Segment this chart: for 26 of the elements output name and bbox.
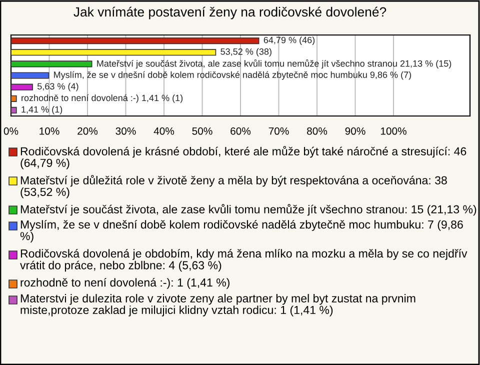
legend-label: Rodičovská dovolená je obdobím, kdy má žena mlíko na mozku a měla by se co nejdřív vrátit do práce, nebo zblbne: 4 (5,63 %) [20,249,468,272]
x-tick-label: 10% [40,127,60,135]
data-label: Mateřství je součást života, ale zase kvůli tomu nemůže jít všechno stranou 21,13 % (15) [97,59,452,69]
legend-label: Myslím, že se v dnešní době kolem rodičovské nadělá zbytečně moc humbuku: 7 (9,86 %) [20,220,463,242]
data-label: 5,63 % (4) [37,82,78,92]
chart-title: Jak vnímáte postavení ženy na rodičovské dovolené? [74,6,386,20]
data-label: rozhodně to není dovolená :-) 1,41 % (1) [22,94,183,103]
x-tick-label: 60% [230,127,251,135]
x-tick-label: 50% [192,127,212,135]
x-tick-label: 70% [268,127,289,135]
data-label: 64,79 % (46) [264,36,315,45]
legend-label: rozhodně to není dovolená :-): 1 (1,41 %) [20,278,230,289]
legend-label: Mateřství je součást života, ale zase kvůli tomu nemůže jít všechno stranou: 15 (21,13 %) [20,204,476,216]
legend-label: Mateřství je důležitá role v životě ženy a měla by být respektována a oceňována: 38 (53,52 %) [20,175,447,198]
x-tick-label: 80% [307,127,328,135]
x-tick-label: 40% [154,127,174,135]
x-tick-label: 100% [380,127,406,135]
data-label: 1,41 % (1) [22,106,62,114]
data-label: Myslím, že se v dnešní době kolem rodičovské nadělá zbytečně moc humbuku 9,86 % (7) [54,71,412,80]
x-tick-label: 0% [4,127,18,135]
x-tick-label: 20% [78,127,98,135]
data-label: 53,52 % (38) [220,48,272,57]
x-tick-label: 90% [345,127,366,135]
legend-label: Rodičovská dovolená je krásné období, které ale může být také náročné a stresující: 46 (64,79 %) [20,146,466,170]
x-tick-label: 30% [116,127,136,135]
legend-label: Materstvi je dulezita role v zivote zeny ale partner by mel byt zustat na prvnim miste,protoze zaklad je milujici klidny vztah rodicu: 1 (1,41 %) [20,294,416,316]
